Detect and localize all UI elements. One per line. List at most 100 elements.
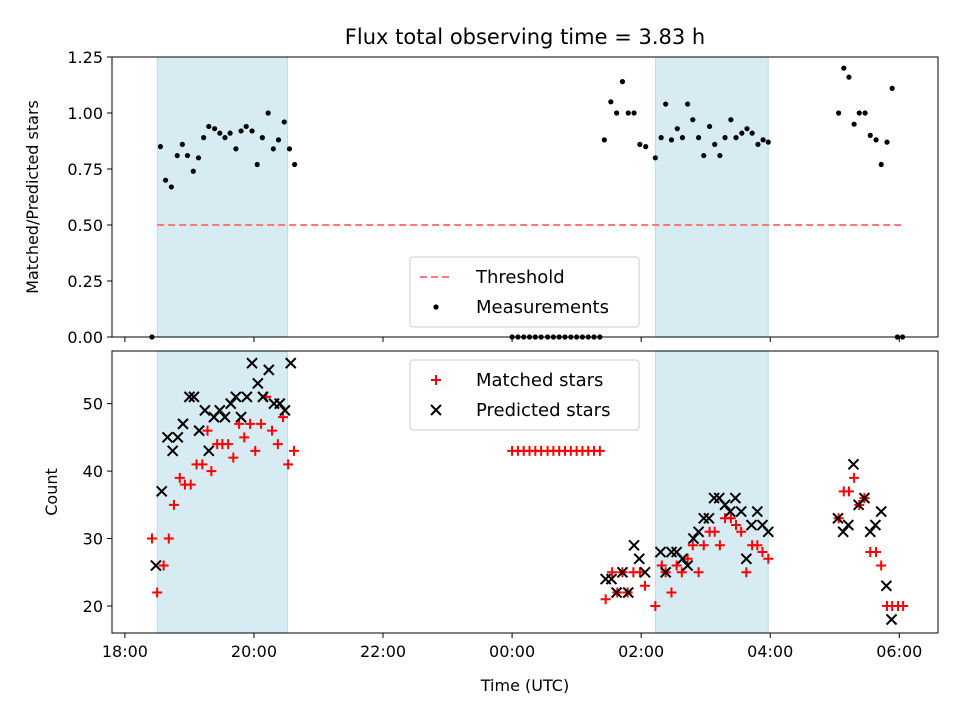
data-point-top-0-2 bbox=[162, 177, 169, 183]
data-point-bottom-1-23 bbox=[274, 397, 286, 410]
data-point-bottom-1-25 bbox=[285, 357, 297, 369]
data-point-bottom-1-30 bbox=[622, 586, 634, 599]
data-point-bottom-0-66 bbox=[731, 520, 742, 531]
data-point-top-0-63 bbox=[717, 152, 723, 159]
data-point-bottom-0-60 bbox=[698, 540, 709, 551]
data-point-top-0-80 bbox=[873, 137, 879, 143]
data-point-top-0-12 bbox=[217, 130, 223, 136]
data-point-bottom-1-43 bbox=[703, 512, 715, 525]
data-point-bottom-1-27 bbox=[605, 573, 618, 585]
data-point-bottom-0-55 bbox=[671, 560, 682, 571]
data-point-bottom-1-16 bbox=[235, 411, 247, 423]
data-point-bottom-0-56 bbox=[676, 567, 687, 578]
data-point-bottom-0-80 bbox=[871, 547, 882, 558]
y-tick-label-bottom-0: 20 bbox=[83, 597, 103, 616]
data-point-top-0-55 bbox=[674, 126, 680, 132]
data-point-bottom-1-52 bbox=[751, 505, 764, 518]
data-point-top-0-8 bbox=[195, 155, 202, 161]
data-point-bottom-0-11 bbox=[206, 466, 217, 477]
data-point-top-0-14 bbox=[227, 130, 233, 136]
data-point-top-0-25 bbox=[286, 146, 293, 152]
x-tick-label-1: 20:00 bbox=[231, 642, 277, 661]
data-point-bottom-0-23 bbox=[272, 439, 283, 450]
x-tick-label-2: 22:00 bbox=[360, 642, 406, 661]
data-point-bottom-1-41 bbox=[692, 526, 705, 538]
data-point-bottom-1-49 bbox=[735, 505, 747, 518]
data-point-top-0-64 bbox=[722, 135, 728, 141]
x-tick-label-0: 18:00 bbox=[102, 642, 148, 661]
x-tick-label-5: 04:00 bbox=[747, 642, 793, 661]
data-point-top-0-68 bbox=[744, 126, 750, 132]
legend-label-threshold: Threshold bbox=[475, 267, 565, 288]
data-point-bottom-1-39 bbox=[681, 559, 694, 572]
legend-label-predicted-stars: Predicted stars bbox=[476, 400, 610, 421]
data-point-top-0-69 bbox=[749, 130, 755, 136]
data-point-bottom-1-12 bbox=[214, 404, 226, 417]
y-tick-label-top-2: 0.50 bbox=[67, 216, 103, 235]
y-tick-label-top-0: 0.00 bbox=[67, 328, 103, 347]
data-point-top-0-51 bbox=[652, 155, 658, 161]
data-point-bottom-1-54 bbox=[762, 526, 774, 538]
axes-frame-bottom bbox=[111, 350, 939, 634]
data-point-bottom-0-67 bbox=[736, 526, 747, 537]
bottom-panel: 20 30 40 50 18:00 20:00 22:00 00:00 02:00 04:00 06… bbox=[42, 350, 939, 695]
data-point-bottom-1-29 bbox=[616, 566, 629, 578]
data-point-top-0-65 bbox=[728, 117, 734, 123]
axes-frame-top bbox=[111, 56, 939, 338]
legend-label-measurements: Measurements bbox=[476, 297, 609, 318]
y-tick-label-top-1: 0.25 bbox=[67, 272, 103, 291]
data-point-top-0-74 bbox=[841, 65, 847, 71]
y-tick-label-bottom-2: 40 bbox=[83, 462, 103, 481]
data-point-top-0-4 bbox=[174, 152, 180, 159]
data-point-bottom-0-50 bbox=[640, 580, 651, 591]
y-tick-label-bottom-3: 50 bbox=[83, 395, 103, 414]
data-point-bottom-0-5 bbox=[174, 472, 185, 483]
data-point-top-0-79 bbox=[867, 132, 873, 138]
data-point-top-0-61 bbox=[706, 123, 713, 130]
x-tick-label-6: 06:00 bbox=[876, 642, 922, 661]
data-point-top-0-7 bbox=[190, 168, 196, 174]
data-point-top-0-52 bbox=[658, 135, 664, 141]
data-point-bottom-0-25 bbox=[283, 459, 294, 470]
data-point-bottom-1-63 bbox=[875, 505, 887, 518]
data-point-bottom-1-55 bbox=[832, 512, 844, 525]
data-point-top-0-21 bbox=[265, 110, 271, 116]
legend-bottom: Matched stars Predicted stars bbox=[409, 359, 640, 431]
data-point-bottom-0-71 bbox=[757, 547, 768, 558]
data-point-bottom-1-50 bbox=[740, 553, 753, 565]
y-tick-label-top-4: 1.00 bbox=[67, 104, 103, 123]
data-point-top-0-19 bbox=[254, 161, 260, 168]
series-predicted-stars bbox=[150, 357, 898, 626]
data-point-bottom-0-22 bbox=[267, 425, 278, 436]
data-point-bottom-0-54 bbox=[666, 587, 677, 598]
data-point-bottom-1-8 bbox=[193, 424, 205, 437]
data-point-bottom-0-9 bbox=[197, 459, 208, 470]
data-point-top-0-24 bbox=[281, 119, 287, 125]
data-point-top-0-46 bbox=[619, 79, 626, 85]
y-axis-label-top: Matched/Predicted stars bbox=[23, 100, 42, 294]
data-point-top-0-18 bbox=[249, 128, 255, 134]
data-point-top-0-83 bbox=[889, 85, 895, 91]
data-point-top-0-9 bbox=[201, 135, 207, 141]
data-point-bottom-0-57 bbox=[682, 553, 693, 564]
data-point-top-0-77 bbox=[856, 110, 862, 116]
data-point-top-0-56 bbox=[679, 135, 686, 141]
data-point-bottom-1-61 bbox=[864, 526, 876, 538]
data-point-top-0-78 bbox=[862, 110, 868, 116]
legend-box-top bbox=[409, 256, 640, 328]
data-point-bottom-0-58 bbox=[687, 540, 698, 551]
data-point-top-0-54 bbox=[668, 137, 675, 143]
data-point-bottom-1-3 bbox=[166, 445, 179, 457]
chart-title: Flux total observing time = 3.83 h bbox=[345, 25, 705, 49]
data-point-bottom-0-26 bbox=[288, 445, 299, 456]
data-point-top-0-17 bbox=[243, 123, 249, 130]
data-point-top-0-67 bbox=[739, 130, 745, 136]
data-point-bottom-0-43 bbox=[600, 594, 611, 605]
data-point-top-0-72 bbox=[765, 139, 771, 145]
data-point-top-0-73 bbox=[836, 110, 842, 116]
data-point-top-0-66 bbox=[733, 135, 739, 141]
data-point-top-0-16 bbox=[238, 128, 244, 134]
legend-swatch-matched-stars bbox=[431, 375, 441, 385]
data-point-bottom-1-24 bbox=[279, 404, 291, 417]
